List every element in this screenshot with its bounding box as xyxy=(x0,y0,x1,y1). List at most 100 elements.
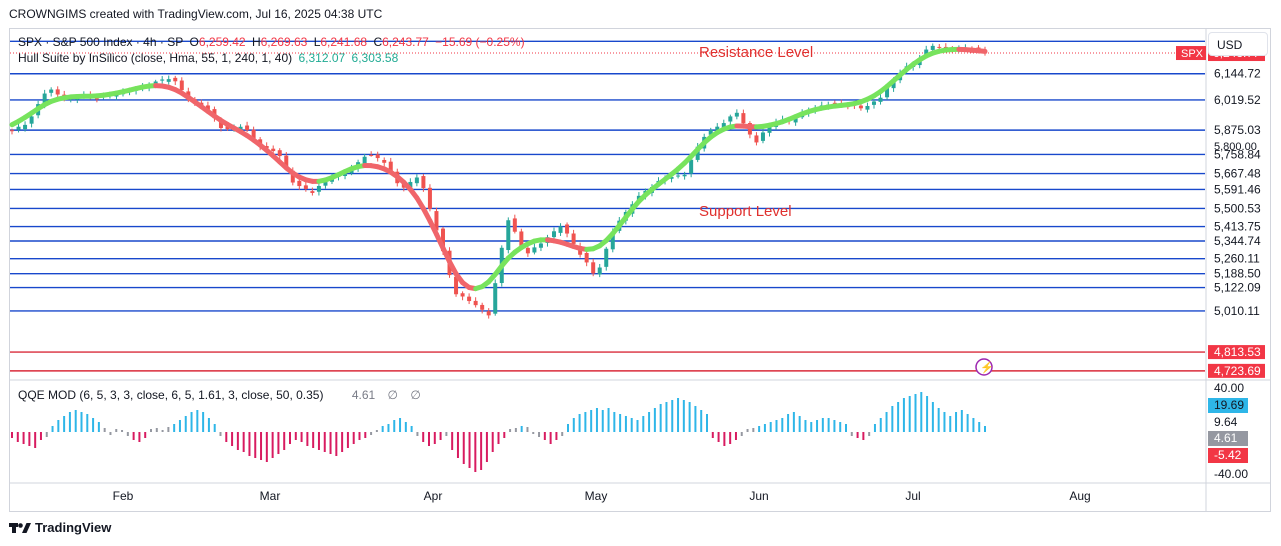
time-axis-label: May xyxy=(585,489,608,503)
candle-body xyxy=(49,89,54,93)
price-axis-label: 5,500.53 xyxy=(1214,201,1261,215)
candle-body xyxy=(343,174,348,176)
candle-body xyxy=(166,79,171,82)
separator-lines xyxy=(10,29,1270,511)
candle-body xyxy=(303,185,308,189)
open-label: O xyxy=(189,35,199,49)
indicator-name: Hull Suite by InSilico (close, Hma, 55, … xyxy=(18,51,293,65)
candle-body xyxy=(734,112,739,117)
candle-body xyxy=(741,113,746,124)
candle-body xyxy=(480,304,485,310)
candle-body xyxy=(721,123,726,129)
price-axis-label: 5,875.03 xyxy=(1214,123,1261,137)
candle-body xyxy=(16,126,21,130)
candle-body xyxy=(55,89,60,95)
candle-body xyxy=(473,300,478,306)
candle-body xyxy=(597,267,602,275)
event-icon xyxy=(975,358,993,376)
candle-body xyxy=(454,276,459,295)
candle-body xyxy=(114,94,119,97)
candle-body xyxy=(793,118,798,123)
qqe-value: 4.61 xyxy=(351,388,376,402)
price-level-badge xyxy=(1208,345,1265,360)
candle-body xyxy=(218,120,223,129)
candle-body xyxy=(205,105,210,110)
candle-body xyxy=(284,155,289,169)
candle-body xyxy=(558,226,563,233)
candle-body xyxy=(552,231,557,238)
qqe-axis-label: 40.00 xyxy=(1214,381,1244,395)
qqe-badge xyxy=(1208,398,1248,413)
close-label: C xyxy=(373,35,383,49)
price-axis-label: 5,591.46 xyxy=(1214,182,1261,196)
price-axis-label: 5,188.50 xyxy=(1214,267,1261,281)
currency-button[interactable]: USD xyxy=(1208,32,1268,56)
price-axis-label: 5,344.74 xyxy=(1214,234,1261,248)
chart-frame xyxy=(9,28,1271,512)
candle-body xyxy=(310,191,315,193)
candle-body xyxy=(251,129,256,139)
candle-body xyxy=(160,79,165,81)
qqe-null-2: ∅ xyxy=(410,388,421,402)
candle-body xyxy=(414,177,419,184)
qqe-badge-label: -5.42 xyxy=(1214,448,1242,462)
qqe-badge xyxy=(1208,448,1248,463)
candle-body xyxy=(10,130,14,132)
change-value: −15.69 (−0.25%) xyxy=(435,35,525,49)
candle-body xyxy=(565,224,570,234)
price-axis: 6,144.72 6,019.52 5,875.03 5,758.84 5,667.48… xyxy=(1176,45,1265,378)
price-axis-label: 4,723.69 xyxy=(1214,364,1261,378)
candle-body xyxy=(297,180,302,187)
candle-body xyxy=(173,77,178,82)
support-label: Support Level xyxy=(699,203,792,220)
candle-body xyxy=(316,185,321,192)
qqe-null-1: ∅ xyxy=(387,388,398,402)
qqe-name: QQE MOD (6, 5, 3, 3, close, 6, 5, 1.61, … xyxy=(18,388,324,402)
hull-segment xyxy=(433,231,446,251)
candle-body xyxy=(427,187,432,209)
annotations: Resistance Level Support Level ⚡ xyxy=(699,44,994,376)
candle-body xyxy=(604,248,609,267)
candle-body xyxy=(375,154,380,159)
hull-segment xyxy=(440,245,453,265)
candle-body xyxy=(277,150,282,157)
price-axis-label: 5,800.00 xyxy=(1214,141,1257,153)
candle-body xyxy=(584,252,589,263)
resistance-label: Resistance Level xyxy=(699,44,813,61)
qqe-badge xyxy=(1208,431,1248,446)
candle-body xyxy=(930,45,935,50)
candle-body xyxy=(937,46,942,48)
candle-body xyxy=(858,105,863,109)
qqe-badge-label: 19.69 xyxy=(1214,398,1244,412)
hull-segment xyxy=(975,48,988,54)
price-axis-label: 5,010.11 xyxy=(1214,304,1260,318)
candle-body xyxy=(760,132,765,141)
candle-body xyxy=(382,159,387,163)
candle-body xyxy=(767,125,772,133)
candle-body xyxy=(519,231,524,247)
candle-body xyxy=(323,181,328,186)
candle-body xyxy=(728,116,733,122)
tradingview-logo-icon xyxy=(9,522,31,533)
candle-body xyxy=(493,283,498,314)
indicator-value-1: 6,312.07 xyxy=(298,51,346,65)
time-axis: Feb Mar Apr May Jun Jul Aug xyxy=(113,489,1091,503)
indicator-value-2: 6,303.58 xyxy=(351,51,399,65)
qqe-axis-label: -40.00 xyxy=(1214,467,1248,481)
qqe-badge-label: 4.61 xyxy=(1214,431,1238,445)
candle-body xyxy=(512,218,517,232)
qqe-legend: QQE MOD (6, 5, 3, 3, close, 6, 5, 1.61, … xyxy=(18,388,424,402)
candle-body xyxy=(440,228,445,252)
price-axis-label: 5,122.09 xyxy=(1214,281,1261,295)
candle-body xyxy=(878,97,883,102)
candle-body xyxy=(290,170,295,183)
candle-body xyxy=(23,124,28,130)
candle-body xyxy=(832,102,837,104)
tradingview-logo[interactable]: TradingView xyxy=(9,520,111,535)
candle-body xyxy=(571,233,576,244)
candle-body xyxy=(708,129,713,135)
candle-body xyxy=(29,116,34,124)
candle-body xyxy=(467,296,472,302)
candle-body xyxy=(238,126,243,130)
